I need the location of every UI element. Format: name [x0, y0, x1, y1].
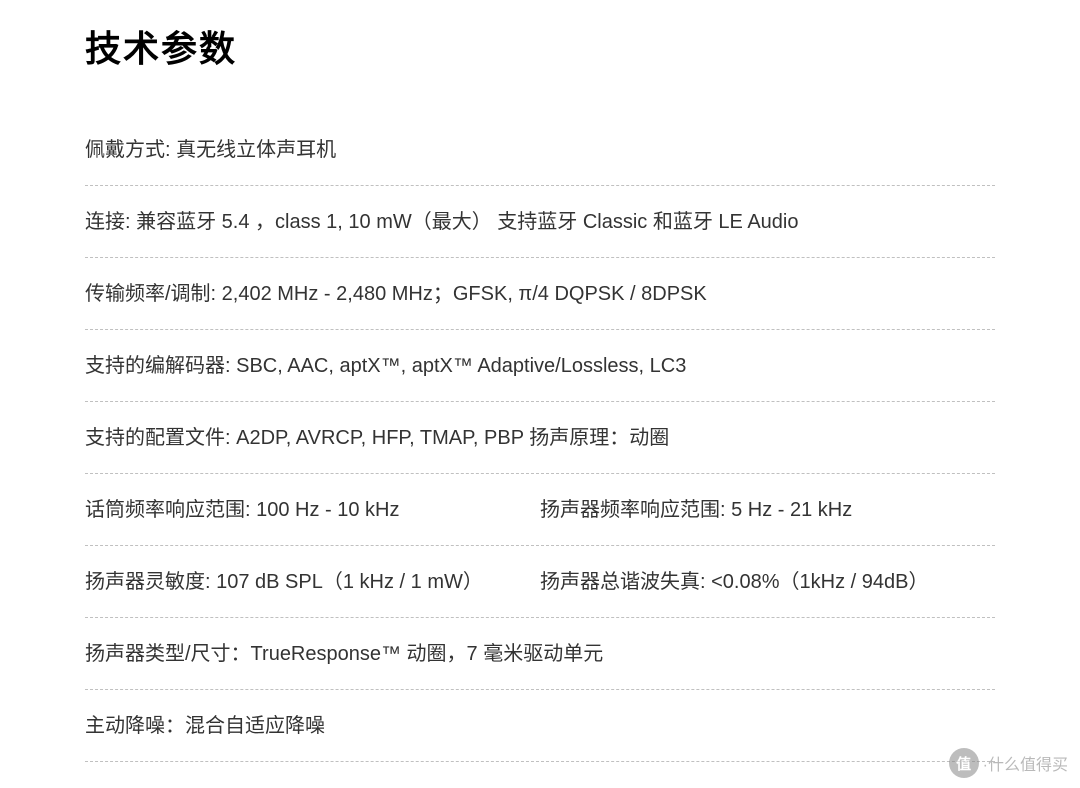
spec-row: 支持的编解码器: SBC, AAC, aptX™, aptX™ Adaptive… — [85, 330, 995, 402]
spec-value: 支持的配置文件: A2DP, AVRCP, HFP, TMAP, PBP 扬声原… — [85, 423, 995, 453]
spec-value: 扬声器类型/尺寸：TrueResponse™ 动圈，7 毫米驱动单元 — [85, 639, 995, 669]
spec-value: 扬声器灵敏度: 107 dB SPL（1 kHz / 1 mW） — [85, 567, 540, 597]
spec-value: 佩戴方式: 真无线立体声耳机 — [85, 135, 995, 165]
spec-row: 扬声器灵敏度: 107 dB SPL（1 kHz / 1 mW） 扬声器总谐波失… — [85, 546, 995, 618]
spec-row: 支持的配置文件: A2DP, AVRCP, HFP, TMAP, PBP 扬声原… — [85, 402, 995, 474]
specs-table: 佩戴方式: 真无线立体声耳机 连接: 兼容蓝牙 5.4 ，class 1, 10… — [85, 114, 995, 762]
spec-value: 连接: 兼容蓝牙 5.4 ，class 1, 10 mW（最大） 支持蓝牙 Cl… — [85, 207, 995, 237]
spec-value: 主动降噪：混合自适应降噪 — [85, 711, 995, 741]
watermark: 值 ·什么值得买 — [949, 748, 1068, 778]
watermark-icon: 值 — [949, 748, 979, 778]
spec-value: 扬声器频率响应范围: 5 Hz - 21 kHz — [540, 495, 995, 525]
spec-value: 扬声器总谐波失真: <0.08%（1kHz / 94dB） — [540, 567, 995, 597]
spec-value: 话筒频率响应范围: 100 Hz - 10 kHz — [85, 495, 540, 525]
page-title: 技术参数 — [85, 20, 995, 72]
spec-row: 话筒频率响应范围: 100 Hz - 10 kHz 扬声器频率响应范围: 5 H… — [85, 474, 995, 546]
spec-value: 支持的编解码器: SBC, AAC, aptX™, aptX™ Adaptive… — [85, 351, 995, 381]
spec-row: 主动降噪：混合自适应降噪 — [85, 690, 995, 762]
spec-row: 传输频率/调制: 2,402 MHz - 2,480 MHz；GFSK, π/4… — [85, 258, 995, 330]
spec-row: 扬声器类型/尺寸：TrueResponse™ 动圈，7 毫米驱动单元 — [85, 618, 995, 690]
spec-row: 连接: 兼容蓝牙 5.4 ，class 1, 10 mW（最大） 支持蓝牙 Cl… — [85, 186, 995, 258]
spec-value: 传输频率/调制: 2,402 MHz - 2,480 MHz；GFSK, π/4… — [85, 279, 995, 309]
spec-row: 佩戴方式: 真无线立体声耳机 — [85, 114, 995, 186]
watermark-text: ·什么值得买 — [983, 751, 1068, 775]
